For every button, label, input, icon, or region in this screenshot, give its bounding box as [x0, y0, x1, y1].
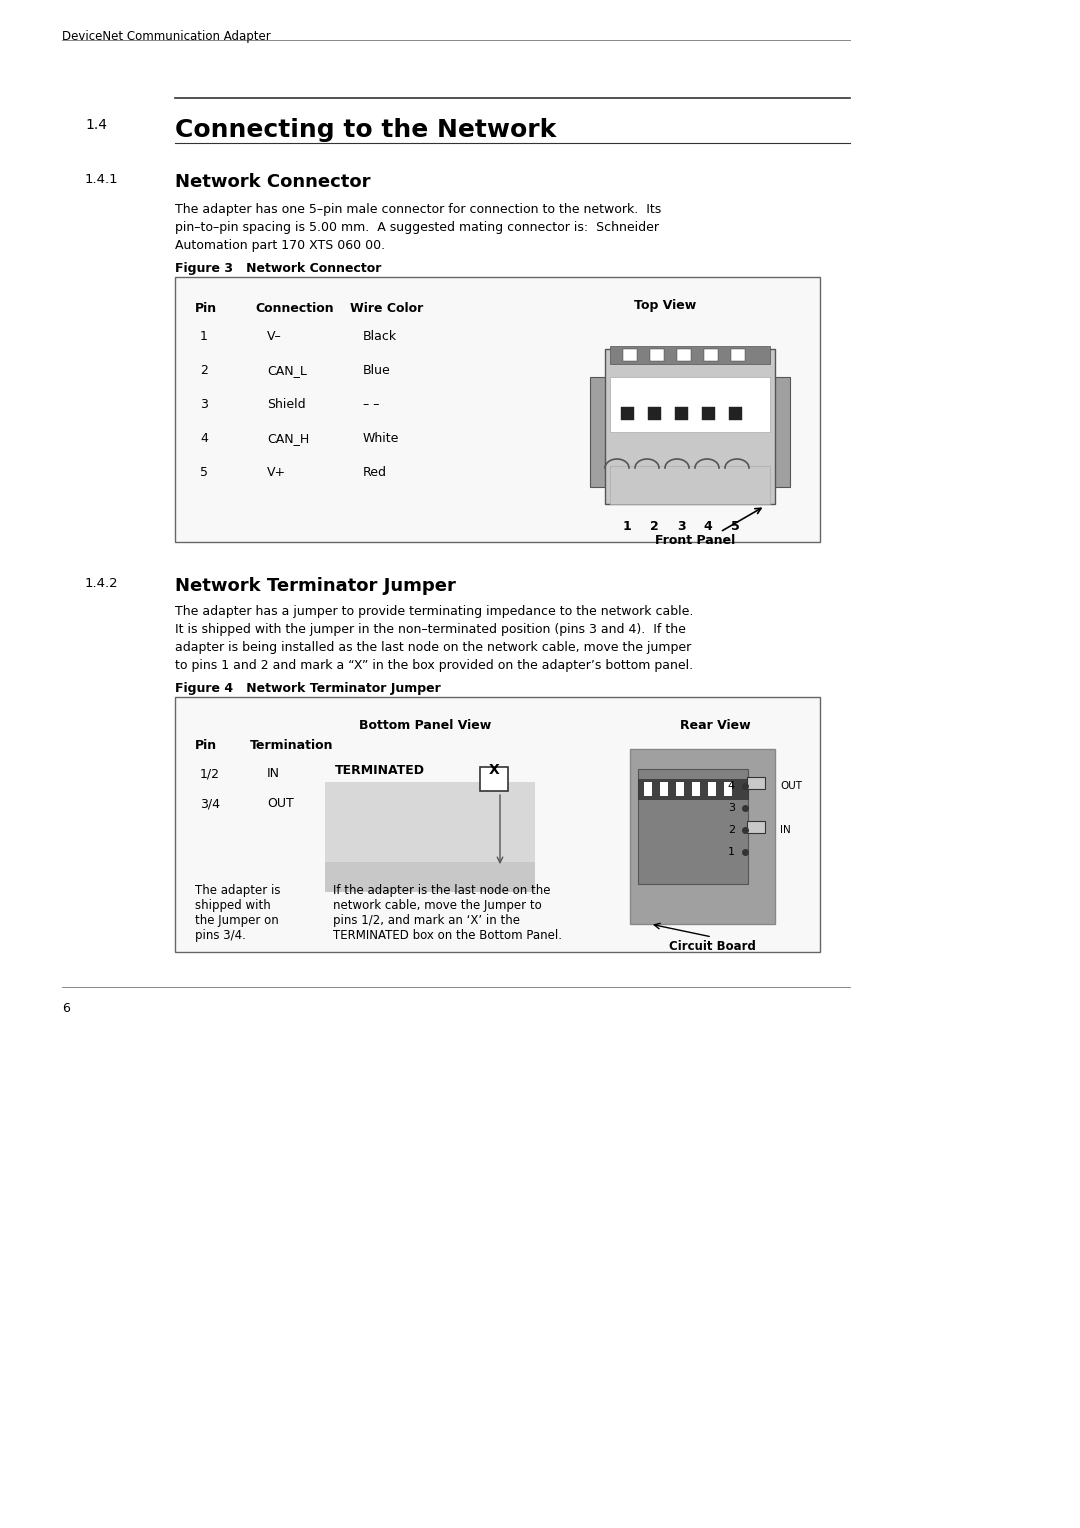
- Bar: [605, 348, 775, 504]
- Text: If the adapter is the last node on the: If the adapter is the last node on the: [333, 885, 551, 897]
- Text: 1.4: 1.4: [85, 118, 107, 131]
- Text: 6: 6: [62, 1002, 70, 1015]
- Text: 1.4.1: 1.4.1: [85, 173, 119, 186]
- Bar: [480, 767, 508, 792]
- Bar: [692, 782, 700, 796]
- Text: 1.4.2: 1.4.2: [85, 578, 119, 590]
- Text: TERMINATED box on the Bottom Panel.: TERMINATED box on the Bottom Panel.: [333, 929, 562, 941]
- Text: White: White: [363, 432, 400, 445]
- Text: X: X: [488, 762, 499, 778]
- Bar: [675, 406, 688, 420]
- Bar: [704, 348, 718, 361]
- Text: DeviceNet Communication Adapter: DeviceNet Communication Adapter: [62, 31, 271, 43]
- Text: to pins 1 and 2 and mark a “X” in the box provided on the adapter’s bottom panel: to pins 1 and 2 and mark a “X” in the bo…: [175, 659, 693, 672]
- Text: Pin: Pin: [195, 303, 217, 315]
- Text: Rear View: Rear View: [679, 720, 751, 732]
- Text: network cable, move the Jumper to: network cable, move the Jumper to: [333, 898, 542, 912]
- Text: Network Terminator Jumper: Network Terminator Jumper: [175, 578, 456, 594]
- Text: Front Panel: Front Panel: [654, 533, 735, 547]
- Text: CAN_L: CAN_L: [267, 364, 307, 377]
- Text: Top View: Top View: [634, 299, 697, 312]
- Text: the Jumper on: the Jumper on: [195, 914, 279, 927]
- Text: IN: IN: [780, 825, 791, 834]
- Text: The adapter has a jumper to provide terminating impedance to the network cable.: The adapter has a jumper to provide term…: [175, 605, 693, 617]
- Text: Black: Black: [363, 330, 397, 342]
- Text: V–: V–: [267, 330, 282, 342]
- Bar: [648, 406, 661, 420]
- Text: 2: 2: [728, 825, 735, 834]
- Text: 4: 4: [728, 781, 735, 792]
- Text: Pin: Pin: [195, 740, 217, 752]
- Text: The adapter has one 5–pin male connector for connection to the network.  Its: The adapter has one 5–pin male connector…: [175, 203, 661, 215]
- Bar: [772, 377, 789, 487]
- Bar: [644, 782, 652, 796]
- Text: Circuit Board: Circuit Board: [669, 940, 755, 953]
- Bar: [724, 782, 732, 796]
- Text: Figure 3   Network Connector: Figure 3 Network Connector: [175, 261, 381, 275]
- Text: 3: 3: [728, 804, 735, 813]
- Bar: [610, 377, 770, 432]
- Text: Connecting to the Network: Connecting to the Network: [175, 118, 556, 142]
- Bar: [638, 769, 748, 885]
- Text: The adapter is: The adapter is: [195, 885, 281, 897]
- Bar: [325, 782, 535, 866]
- Text: Connection: Connection: [255, 303, 334, 315]
- Text: 5: 5: [200, 466, 208, 478]
- Bar: [660, 782, 669, 796]
- Text: adapter is being installed as the last node on the network cable, move the jumpe: adapter is being installed as the last n…: [175, 642, 691, 654]
- Text: – –: – –: [363, 397, 379, 411]
- Bar: [610, 345, 770, 364]
- Text: Blue: Blue: [363, 364, 391, 377]
- Text: 3: 3: [677, 520, 686, 533]
- Text: OUT: OUT: [267, 798, 294, 810]
- Text: CAN_H: CAN_H: [267, 432, 309, 445]
- Bar: [610, 466, 770, 504]
- Bar: [650, 348, 664, 361]
- Text: It is shipped with the jumper in the non–terminated position (pins 3 and 4).  If: It is shipped with the jumper in the non…: [175, 623, 686, 636]
- Text: shipped with: shipped with: [195, 898, 271, 912]
- Text: V+: V+: [267, 466, 286, 478]
- Bar: [747, 821, 765, 833]
- Text: 3: 3: [200, 397, 207, 411]
- Text: pins 3/4.: pins 3/4.: [195, 929, 246, 941]
- Text: 2: 2: [650, 520, 659, 533]
- Text: 3/4: 3/4: [200, 798, 220, 810]
- Bar: [731, 348, 745, 361]
- Bar: [708, 782, 716, 796]
- Text: 1: 1: [728, 847, 735, 857]
- Text: pin–to–pin spacing is 5.00 mm.  A suggested mating connector is:  Schneider: pin–to–pin spacing is 5.00 mm. A suggest…: [175, 222, 659, 234]
- Text: 1: 1: [200, 330, 207, 342]
- Bar: [638, 779, 748, 799]
- Text: Shield: Shield: [267, 397, 306, 411]
- Text: TERMINATED: TERMINATED: [335, 764, 426, 778]
- Bar: [590, 377, 608, 487]
- Text: Bottom Panel View: Bottom Panel View: [359, 720, 491, 732]
- Text: Automation part 170 XTS 060 00.: Automation part 170 XTS 060 00.: [175, 238, 386, 252]
- Text: IN: IN: [267, 767, 280, 779]
- Text: 4: 4: [200, 432, 207, 445]
- Bar: [702, 406, 715, 420]
- Text: Red: Red: [363, 466, 387, 478]
- Bar: [747, 778, 765, 788]
- Text: Figure 4   Network Terminator Jumper: Figure 4 Network Terminator Jumper: [175, 681, 441, 695]
- Text: 5: 5: [731, 520, 740, 533]
- Text: 2: 2: [200, 364, 207, 377]
- Bar: [175, 277, 820, 542]
- Text: pins 1/2, and mark an ‘X’ in the: pins 1/2, and mark an ‘X’ in the: [333, 914, 519, 927]
- Text: Network Connector: Network Connector: [175, 173, 370, 191]
- Text: 4: 4: [704, 520, 713, 533]
- Text: 1: 1: [623, 520, 632, 533]
- Bar: [623, 348, 637, 361]
- Bar: [677, 348, 691, 361]
- Bar: [676, 782, 684, 796]
- Text: OUT: OUT: [780, 781, 802, 792]
- Bar: [630, 749, 775, 924]
- Text: Termination: Termination: [249, 740, 334, 752]
- Bar: [621, 406, 634, 420]
- Text: Wire Color: Wire Color: [350, 303, 423, 315]
- Bar: [729, 406, 742, 420]
- Bar: [175, 697, 820, 952]
- Bar: [325, 862, 535, 892]
- Text: 1/2: 1/2: [200, 767, 220, 779]
